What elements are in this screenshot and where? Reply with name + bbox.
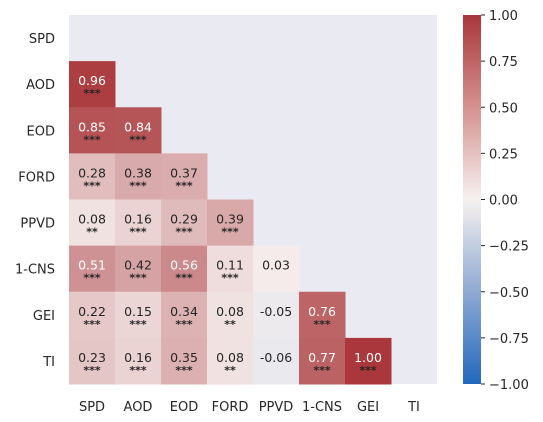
x-tick-label: GEI	[357, 400, 379, 415]
significance-stars: ***	[313, 318, 331, 331]
cell-value-label: 0.15	[124, 304, 152, 319]
significance-stars: ***	[83, 87, 101, 100]
significance-stars: ***	[175, 318, 193, 331]
significance-stars: ***	[129, 364, 147, 377]
cell-value-label: 0.37	[170, 165, 198, 180]
significance-stars: ***	[129, 318, 147, 331]
y-tick-label: AOD	[26, 78, 55, 93]
cell-value-label: 0.03	[262, 258, 290, 273]
x-tick-label: TI	[407, 400, 420, 415]
y-tick-label: FORD	[18, 170, 55, 185]
cell-value-label: 0.51	[78, 258, 106, 273]
cell-value-label: 0.34	[170, 304, 198, 319]
x-tick-labels: SPD AOD EOD FORD PPVD 1-CNS GEI TI	[79, 400, 420, 415]
significance-stars: ***	[129, 226, 147, 239]
cell-value-label: 0.77	[308, 350, 336, 365]
significance-stars: ***	[83, 318, 101, 331]
significance-stars: ***	[221, 272, 239, 285]
cell-value-label: 0.84	[124, 119, 152, 134]
significance-stars: ***	[359, 364, 377, 377]
significance-stars: ***	[313, 364, 331, 377]
colorbar-tick-label: 0.25	[489, 147, 518, 162]
colorbar-tick-label: 0.50	[489, 101, 518, 116]
cell-value-label: 0.11	[216, 258, 244, 273]
x-tick-label: SPD	[79, 400, 105, 415]
x-tick-label: 1-CNS	[302, 400, 342, 415]
significance-stars: **	[86, 226, 98, 239]
cell-value-label: 1.00	[354, 350, 382, 365]
significance-stars: ***	[221, 226, 239, 239]
cell-value-label: 0.39	[216, 212, 244, 227]
significance-stars: ***	[129, 179, 147, 192]
colorbar-tick-label: −1.00	[489, 378, 529, 393]
colorbar-tick-label: 0.00	[489, 194, 518, 209]
y-tick-label: EOD	[27, 124, 55, 139]
y-tick-label: 1-CNS	[15, 263, 55, 278]
significance-stars: ***	[129, 272, 147, 285]
significance-stars: ***	[83, 133, 101, 146]
colorbar-ticks: 1.00 0.75 0.50 0.25 0.00 −0.25 −0.50 −0.75 −1.00	[481, 9, 529, 393]
x-tick-label: PPVD	[259, 400, 294, 415]
significance-stars: ***	[129, 133, 147, 146]
cell-value-label: 0.96	[78, 73, 106, 88]
cell-value-label: -0.05	[260, 304, 292, 319]
cell-value-label: 0.56	[170, 258, 198, 273]
cell-value-label: 0.76	[308, 304, 336, 319]
cell-value-label: 0.35	[170, 350, 198, 365]
significance-stars: ***	[175, 272, 193, 285]
significance-stars: ***	[83, 179, 101, 192]
significance-stars: ***	[175, 364, 193, 377]
y-tick-label: TI	[42, 355, 55, 370]
colorbar-tick-label: 1.00	[489, 9, 518, 24]
y-tick-label: PPVD	[20, 217, 55, 232]
cell-value-label: 0.08	[216, 304, 244, 319]
x-tick-label: EOD	[170, 400, 198, 415]
y-tick-label: SPD	[29, 32, 55, 47]
colorbar-tick-label: −0.75	[489, 332, 529, 347]
cell-value-label: -0.06	[260, 350, 292, 365]
cell-value-label: 0.16	[124, 350, 152, 365]
significance-stars: **	[224, 364, 236, 377]
colorbar-tick-label: 0.75	[489, 55, 518, 70]
significance-stars: ***	[175, 179, 193, 192]
cell-value-label: 0.23	[78, 350, 106, 365]
x-tick-label: FORD	[212, 400, 249, 415]
colorbar-tick-label: −0.50	[489, 286, 529, 301]
colorbar	[463, 15, 481, 384]
x-tick-label: AOD	[124, 400, 153, 415]
significance-stars: ***	[175, 226, 193, 239]
cell-value-label: 0.22	[78, 304, 106, 319]
colorbar-tick-label: −0.25	[489, 240, 529, 255]
cell-value-label: 0.42	[124, 258, 152, 273]
cell-value-label: 0.29	[170, 212, 198, 227]
y-tick-labels: SPD AOD EOD FORD PPVD 1-CNS GEI TI	[15, 32, 55, 370]
cell-value-label: 0.28	[78, 165, 106, 180]
y-tick-label: GEI	[33, 309, 55, 324]
cell-value-label: 0.85	[78, 119, 106, 134]
cell-value-label: 0.08	[216, 350, 244, 365]
cell-value-label: 0.16	[124, 212, 152, 227]
cell-value-label: 0.08	[78, 212, 106, 227]
cell-value-label: 0.38	[124, 165, 152, 180]
significance-stars: ***	[83, 364, 101, 377]
significance-stars: **	[224, 318, 236, 331]
significance-stars: ***	[83, 272, 101, 285]
